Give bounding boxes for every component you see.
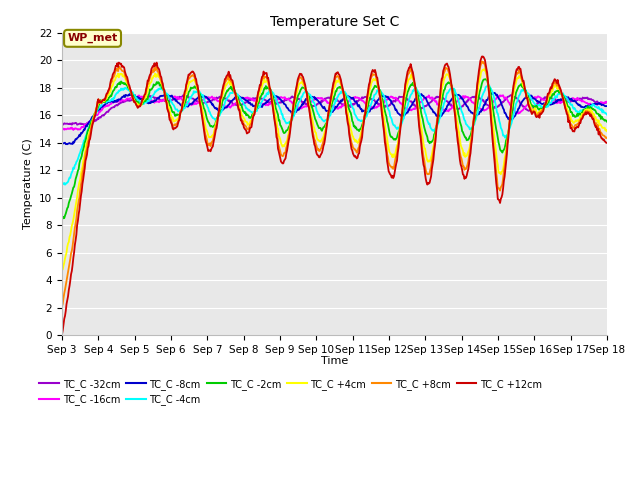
TC_C -8cm — [180, 103, 188, 109]
TC_C +8cm — [401, 90, 408, 96]
TC_C +12cm — [401, 89, 408, 95]
Title: Temperature Set C: Temperature Set C — [270, 15, 399, 29]
Line: TC_C -4cm: TC_C -4cm — [62, 85, 607, 185]
TC_C +4cm — [68, 220, 76, 226]
TC_C +8cm — [58, 303, 66, 309]
TC_C +12cm — [417, 133, 424, 139]
Line: TC_C -2cm: TC_C -2cm — [62, 79, 607, 218]
TC_C -8cm — [68, 141, 76, 147]
TC_C -32cm — [125, 97, 132, 103]
TC_C +4cm — [209, 132, 216, 138]
X-axis label: Time: Time — [321, 356, 348, 366]
Line: TC_C +4cm: TC_C +4cm — [62, 69, 607, 269]
TC_C -8cm — [401, 111, 409, 117]
Legend: TC_C -32cm, TC_C -16cm, TC_C -8cm, TC_C -4cm, TC_C -2cm, TC_C +4cm, TC_C +8cm, T: TC_C -32cm, TC_C -16cm, TC_C -8cm, TC_C … — [36, 375, 546, 409]
TC_C +12cm — [68, 268, 76, 274]
TC_C +12cm — [603, 140, 611, 146]
TC_C -16cm — [58, 126, 66, 132]
TC_C +4cm — [125, 83, 132, 89]
Text: WP_met: WP_met — [67, 33, 118, 44]
TC_C +4cm — [180, 99, 188, 105]
TC_C -2cm — [124, 85, 132, 91]
Line: TC_C +12cm: TC_C +12cm — [62, 57, 607, 335]
Line: TC_C +8cm: TC_C +8cm — [62, 61, 607, 306]
TC_C -16cm — [401, 106, 409, 111]
TC_C +8cm — [124, 80, 132, 86]
TC_C -4cm — [61, 182, 69, 188]
TC_C +4cm — [58, 266, 66, 272]
TC_C -2cm — [482, 76, 490, 82]
Line: TC_C -32cm: TC_C -32cm — [62, 95, 607, 125]
TC_C -8cm — [58, 141, 66, 147]
TC_C -32cm — [401, 95, 409, 101]
TC_C +12cm — [208, 144, 216, 150]
TC_C +8cm — [417, 129, 424, 135]
TC_C -8cm — [490, 90, 498, 96]
TC_C -16cm — [125, 96, 132, 102]
TC_C -16cm — [68, 125, 76, 131]
TC_C -2cm — [179, 104, 187, 109]
Line: TC_C -8cm: TC_C -8cm — [62, 93, 607, 144]
TC_C +4cm — [603, 128, 611, 134]
TC_C -2cm — [417, 106, 424, 111]
TC_C +4cm — [417, 124, 425, 130]
TC_C -16cm — [496, 92, 504, 98]
TC_C -4cm — [485, 82, 493, 88]
TC_C -8cm — [125, 93, 132, 98]
TC_C -2cm — [401, 104, 408, 109]
TC_C +12cm — [179, 99, 187, 105]
TC_C -32cm — [507, 92, 515, 98]
TC_C +12cm — [58, 332, 66, 337]
TC_C +8cm — [478, 59, 486, 64]
TC_C -8cm — [603, 103, 611, 109]
TC_C -8cm — [209, 101, 216, 107]
TC_C -16cm — [209, 96, 216, 101]
TC_C -4cm — [209, 115, 216, 121]
TC_C -16cm — [180, 97, 188, 103]
Line: TC_C -16cm: TC_C -16cm — [62, 95, 607, 130]
TC_C +8cm — [68, 248, 76, 253]
TC_C -32cm — [417, 106, 425, 111]
TC_C -4cm — [68, 168, 76, 174]
TC_C -4cm — [125, 87, 132, 93]
TC_C +8cm — [208, 139, 216, 145]
TC_C -32cm — [603, 100, 611, 106]
TC_C +12cm — [124, 78, 132, 84]
TC_C +4cm — [401, 92, 409, 97]
TC_C +4cm — [480, 66, 488, 72]
TC_C +4cm — [59, 266, 67, 272]
TC_C +12cm — [479, 54, 486, 60]
TC_C -16cm — [70, 127, 77, 133]
TC_C -4cm — [58, 181, 66, 187]
TC_C -8cm — [417, 91, 425, 97]
TC_C -32cm — [74, 122, 81, 128]
TC_C -2cm — [603, 119, 611, 124]
TC_C -16cm — [417, 99, 425, 105]
Y-axis label: Temperature (C): Temperature (C) — [24, 139, 33, 229]
TC_C -2cm — [68, 191, 76, 196]
TC_C -4cm — [180, 106, 188, 111]
TC_C -4cm — [401, 109, 409, 115]
TC_C -8cm — [63, 142, 71, 147]
TC_C +8cm — [179, 99, 187, 105]
TC_C -16cm — [603, 99, 611, 105]
TC_C -32cm — [180, 94, 188, 100]
TC_C -2cm — [58, 216, 66, 221]
TC_C +8cm — [603, 134, 611, 140]
TC_C -32cm — [209, 97, 216, 103]
TC_C -2cm — [208, 124, 216, 130]
TC_C -4cm — [603, 112, 611, 118]
TC_C -32cm — [68, 122, 76, 128]
TC_C -4cm — [417, 96, 425, 102]
TC_C -32cm — [58, 120, 66, 126]
